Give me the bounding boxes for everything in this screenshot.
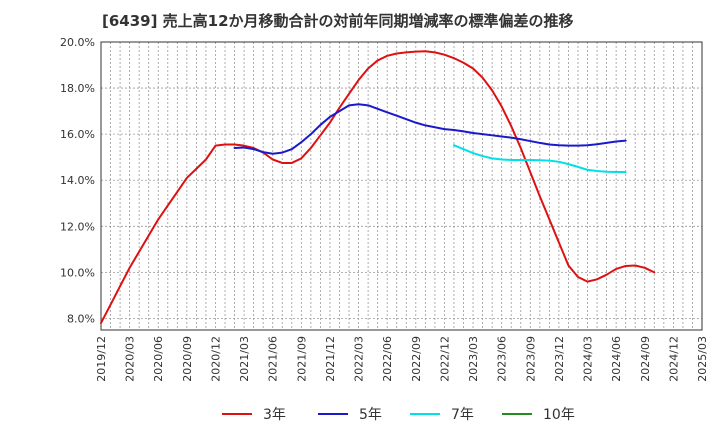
x-tick-label: 2020/12 [209, 336, 222, 382]
x-tick-label: 2022/09 [410, 336, 423, 382]
x-tick-label: 2020/06 [152, 336, 165, 382]
x-tick-label: 2021/09 [295, 336, 308, 382]
x-tick-label: 2021/03 [238, 336, 251, 382]
y-tick-label: 14.0% [60, 174, 95, 187]
legend-label-7年: 7年 [451, 407, 474, 423]
legend-label-3年: 3年 [263, 407, 286, 423]
x-tick-label: 2024/03 [582, 336, 595, 382]
y-tick-label: 18.0% [60, 82, 95, 95]
series-line-3年 [100, 50, 656, 325]
plot-border [100, 41, 703, 331]
x-tick-label: 2022/12 [438, 336, 451, 382]
x-tick-label: 2019/12 [95, 336, 108, 382]
x-tick-label: 2021/12 [324, 336, 337, 382]
x-tick-label: 2022/06 [381, 336, 394, 382]
y-tick-label: 10.0% [60, 266, 95, 279]
legend-label-10年: 10年 [543, 407, 575, 423]
y-tick-label: 8.0% [67, 312, 95, 325]
chart-title: [6439] 売上高12か月移動合計の対前年同期増減率の標準偏差の推移 [102, 12, 574, 30]
legend-label-5年: 5年 [359, 407, 382, 423]
x-tick-label: 2024/06 [610, 336, 623, 382]
series-line-5年 [233, 103, 627, 155]
x-tick-label: 2023/06 [496, 336, 509, 382]
x-tick-label: 2024/09 [639, 336, 652, 382]
x-tick-label: 2025/03 [696, 336, 709, 382]
y-tick-label: 12.0% [60, 220, 95, 233]
y-tick-label: 20.0% [60, 36, 95, 49]
series-line-7年 [452, 144, 627, 173]
x-tick-label: 2024/12 [667, 336, 680, 382]
x-tick-label: 2020/09 [181, 336, 194, 382]
plot-area [101, 42, 702, 330]
x-tick-label: 2023/12 [553, 336, 566, 382]
x-tick-label: 2023/09 [524, 336, 537, 382]
x-tick-label: 2021/06 [267, 336, 280, 382]
x-tick-label: 2020/03 [124, 336, 137, 382]
y-tick-label: 16.0% [60, 128, 95, 141]
x-tick-label: 2022/03 [353, 336, 366, 382]
x-tick-label: 2023/03 [467, 336, 480, 382]
